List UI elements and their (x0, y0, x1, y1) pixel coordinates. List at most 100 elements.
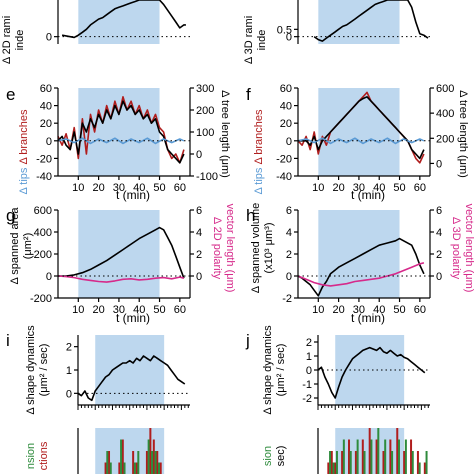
ylabel-line: Δ spanned area (9, 207, 21, 285)
bar-bottom-right-1-10 (391, 451, 394, 474)
bar-bottom-right-1-11 (397, 439, 400, 474)
ylabel-line: Δ 2D polarity (211, 217, 223, 280)
series-line-h-0 (297, 237, 425, 297)
ylabel-branches: Δ branches (18, 109, 30, 165)
x-axis-label-h: t (min) (351, 311, 385, 325)
stimulus-window (335, 335, 405, 405)
bar-bottom-right-1-9 (384, 439, 387, 474)
y-tick-label: -2 (282, 293, 292, 305)
y-tick-label: 0.5 (277, 24, 292, 36)
bar-bottom-right-1-13 (411, 451, 414, 474)
y-tick-label: 60 (280, 83, 292, 95)
series-line-e-1 (57, 100, 185, 164)
ylabel-line: (μm² / sec) (275, 344, 287, 397)
ylabel-line: (μm² / sec) (38, 344, 50, 397)
panel-letter-f: f (246, 85, 251, 104)
bar-bottom-left-0-3 (121, 439, 124, 474)
ylabel-h: Δ spanned volume (x10³ μm³) Δ 3D polarit… (250, 203, 474, 294)
bar-bottom-left-0-6 (145, 451, 148, 474)
bar-bottom-right-0-2 (334, 462, 337, 474)
x-tick-label: 10 (72, 304, 84, 316)
bar-bottom-left-0-2 (118, 462, 121, 474)
ylabel-top-right: Δ 3D rami inde (243, 16, 268, 64)
bar-bottom-left-1-7 (151, 451, 154, 474)
bar-bottom-left-1-1 (109, 462, 112, 474)
ylabel-line: Δ 3D rami (243, 16, 255, 64)
bar-bottom-left-0-1 (108, 451, 111, 474)
bar-bottom-right-1-4 (349, 451, 352, 474)
bar-bottom-right-0-0 (327, 462, 330, 474)
x-tick-label: 60 (174, 304, 186, 316)
ylabel-line: sion (262, 446, 274, 466)
y-tick-label: 0 (286, 32, 292, 44)
bar-bottom-left-1-4 (133, 462, 136, 474)
right-tick-label: 300 (196, 83, 214, 95)
ylabel-line: (x10³ μm³) (263, 223, 275, 274)
bar-bottom-left-0-8 (152, 439, 155, 474)
ylabel-line: Δ shape dynamics (262, 325, 274, 415)
y-tick-label: 0 (66, 388, 72, 400)
bar-bottom-left-1-6 (147, 439, 150, 474)
bar-bottom-left-1-2 (120, 439, 123, 474)
y-tick-label: 2 (66, 342, 72, 354)
x-tick-label: 10 (312, 182, 324, 194)
ylabel-line: sec) (275, 446, 287, 467)
y-tick-label: 40 (40, 101, 52, 113)
right-tick-label: 200 (436, 133, 454, 145)
y-tick-label: -200 (30, 293, 52, 305)
bar-bottom-left-0-5 (135, 462, 138, 474)
ylabel-top-left: Δ 2D rami inde (1, 16, 26, 64)
x-tick-label: 60 (414, 182, 426, 194)
y-tick-label: 0 (286, 271, 292, 283)
ylabel-branches: Δ branches (253, 109, 265, 165)
series-line-top-right-0 (313, 0, 429, 42)
series-line-e-2 (57, 137, 185, 145)
right-tick-label: 100 (196, 127, 214, 139)
bar-bottom-right-0-6 (361, 439, 364, 474)
y-tick-label: -20 (36, 153, 52, 165)
x-tick-label: 40 (133, 304, 145, 316)
x-tick-label: 20 (92, 304, 104, 316)
y-tick-label: 200 (34, 249, 52, 261)
x-tick-label: 20 (92, 182, 104, 194)
panel-letter-i: i (6, 331, 10, 350)
series-line-g-0 (58, 226, 185, 279)
bar-bottom-right-0-5 (354, 451, 357, 474)
bar-bottom-right-1-8 (377, 428, 380, 474)
y-tick-label: 60 (40, 83, 52, 95)
x-tick-label: 50 (153, 182, 165, 194)
ylabel-tips: Δ tips (253, 167, 265, 194)
y-tick-label: 1 (306, 351, 312, 363)
y-tick-label: 0 (46, 32, 52, 44)
bar-bottom-right-1-6 (363, 451, 366, 474)
y-tick-label: 6 (286, 205, 292, 217)
ylabel-bottom-left: nsion ctions (25, 441, 50, 470)
x-tick-label: 20 (332, 182, 344, 194)
ylabel-line: Δ 2D rami (1, 16, 13, 64)
y-tick-label: 4 (286, 227, 292, 239)
right-tick-label: 2 (436, 249, 442, 261)
shading-layer (78, 0, 405, 474)
y-tick-label: 20 (40, 118, 52, 130)
ylabel-tips: Δ tips (18, 167, 30, 194)
ylabel-line: (μm²) (22, 233, 34, 260)
right-tick-label: 6 (436, 205, 442, 217)
right-tick-label: 0 (436, 158, 442, 170)
series-line-g-1 (57, 275, 185, 283)
panel-letter-e: e (6, 85, 15, 104)
bar-bottom-right-0-14 (416, 451, 419, 474)
y-tick-label: 0 (306, 365, 312, 377)
bar-bottom-right-0-11 (396, 428, 399, 474)
bar-bottom-left-1-8 (154, 451, 157, 474)
bar-bottom-right-0-15 (423, 462, 426, 474)
ylabel-line: Δ 3D polarity (450, 217, 462, 280)
ylabel-line: Δ shape dynamics (25, 325, 37, 415)
right-tick-label: 400 (436, 108, 454, 120)
bar-bottom-left-1-5 (137, 451, 140, 474)
bar-bottom-left-0-4 (132, 451, 135, 474)
right-tick-label: 2 (196, 249, 202, 261)
x-tick-label: 50 (393, 304, 405, 316)
x-tick-label: 30 (113, 182, 125, 194)
